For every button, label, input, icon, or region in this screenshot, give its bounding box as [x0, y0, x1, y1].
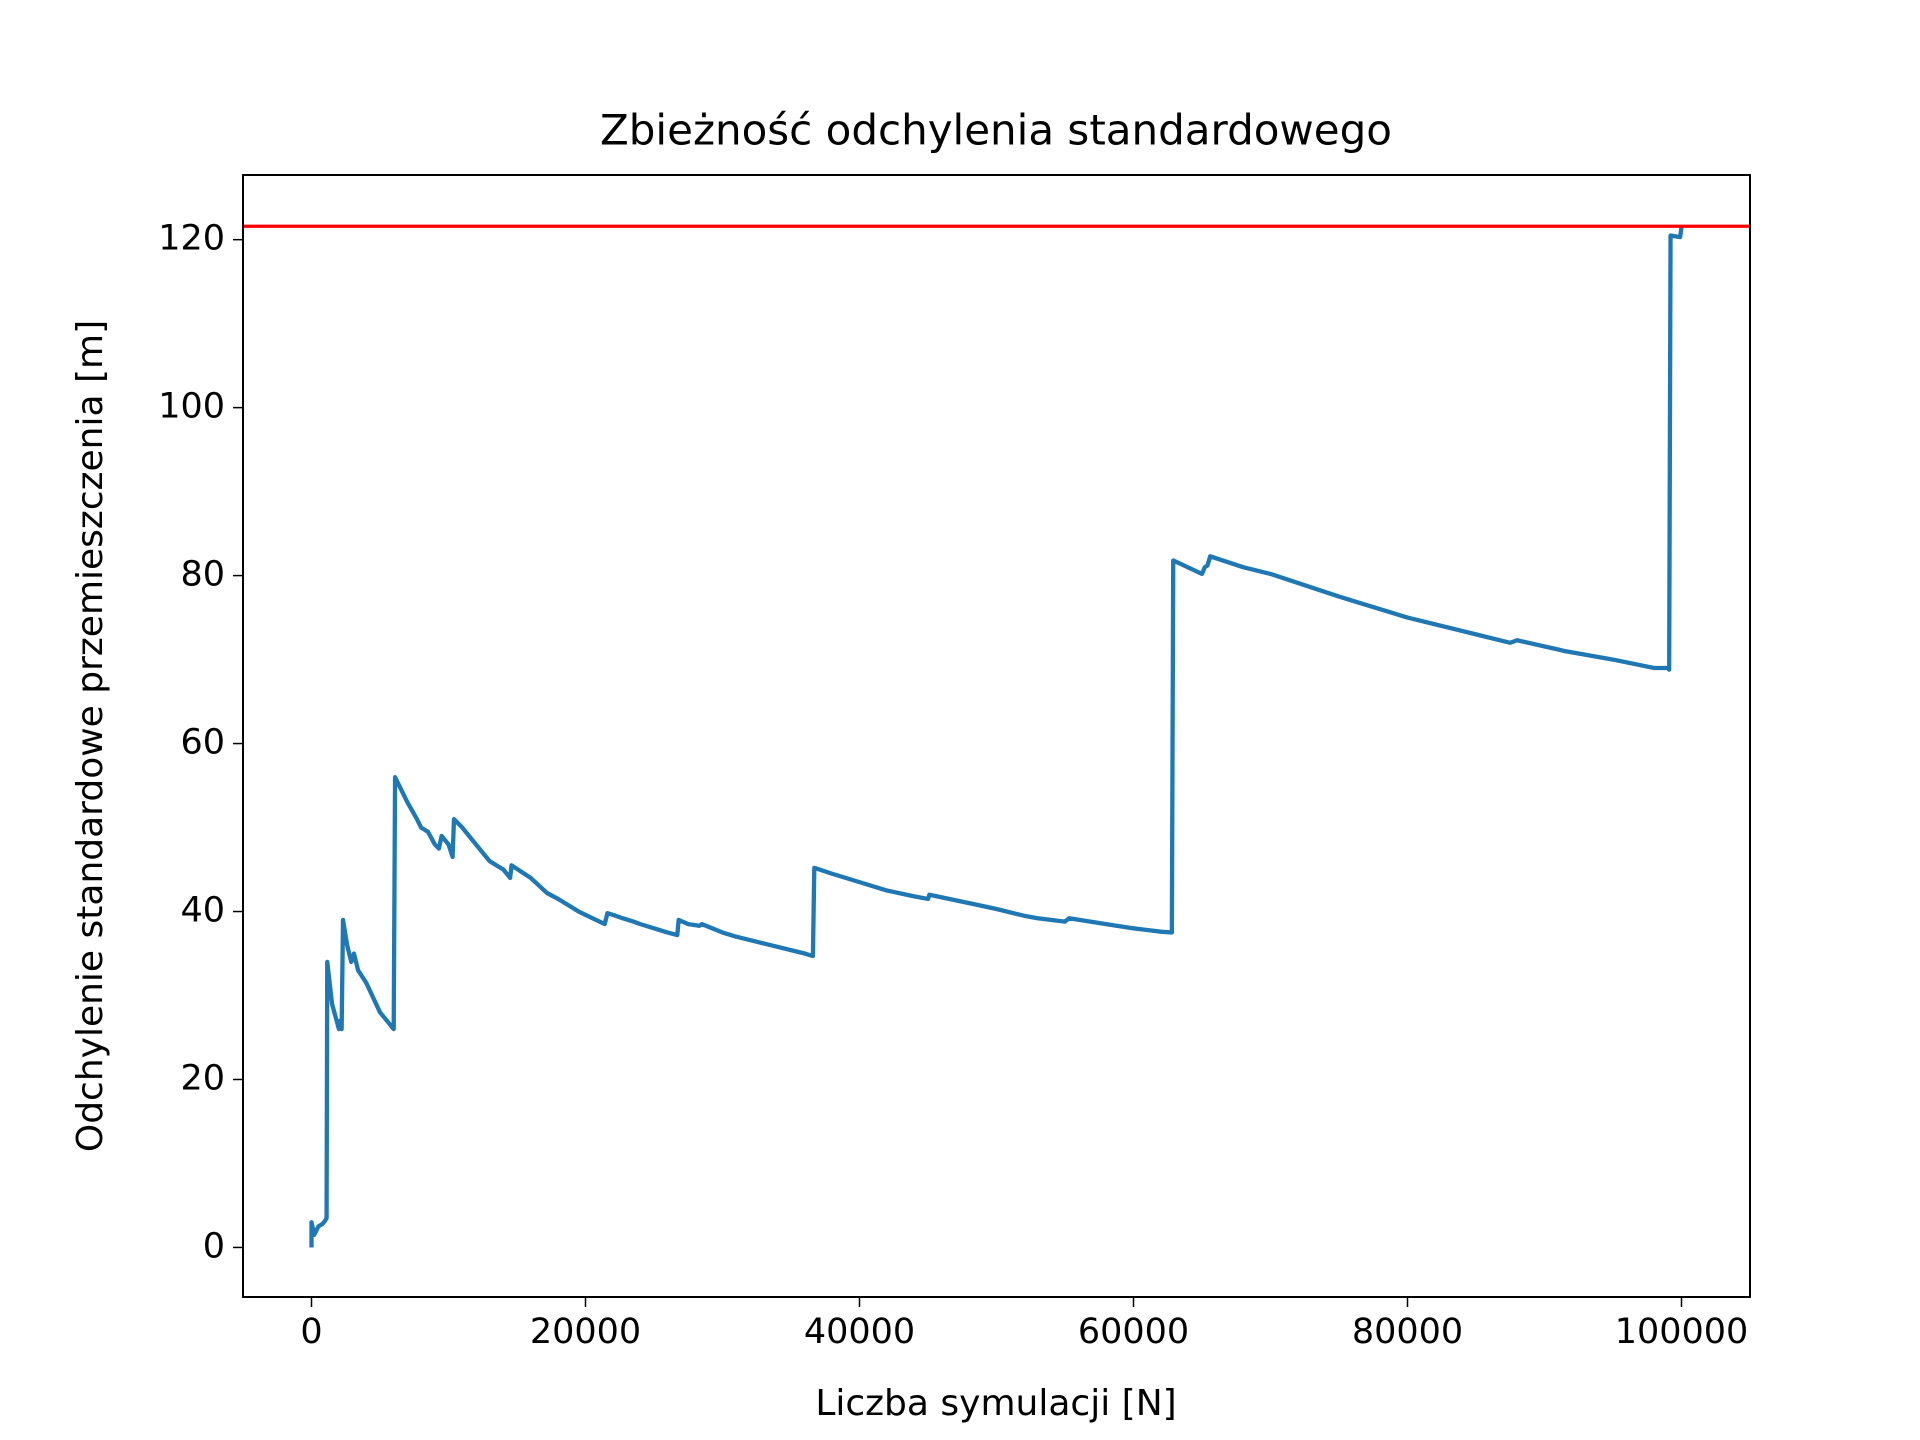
- data-line: [309, 226, 1684, 1248]
- x-tick-label: 40000: [804, 1312, 915, 1352]
- y-tick-label: 80: [180, 555, 225, 595]
- y-tick-label: 120: [158, 219, 225, 259]
- y-tick-label: 60: [180, 723, 225, 763]
- x-tick-label: 20000: [530, 1312, 641, 1352]
- y-axis-label: Odchylenie standardowe przemieszczenia […: [70, 320, 111, 1152]
- y-tick-label: 100: [158, 387, 225, 427]
- x-tick-label: 60000: [1078, 1312, 1189, 1352]
- x-axis-label: Liczba symulacji [N]: [815, 1383, 1176, 1424]
- chart-title: Zbieżność odchylenia standardowego: [600, 106, 1392, 155]
- x-tick-label: 0: [300, 1312, 322, 1352]
- x-tick-label: 80000: [1352, 1312, 1463, 1352]
- y-tick-label: 40: [180, 891, 225, 931]
- x-tick-label: 100000: [1615, 1312, 1749, 1352]
- y-tick-label: 20: [180, 1058, 225, 1098]
- y-tick-label: 0: [203, 1226, 225, 1266]
- plot-frame: [242, 174, 1751, 1298]
